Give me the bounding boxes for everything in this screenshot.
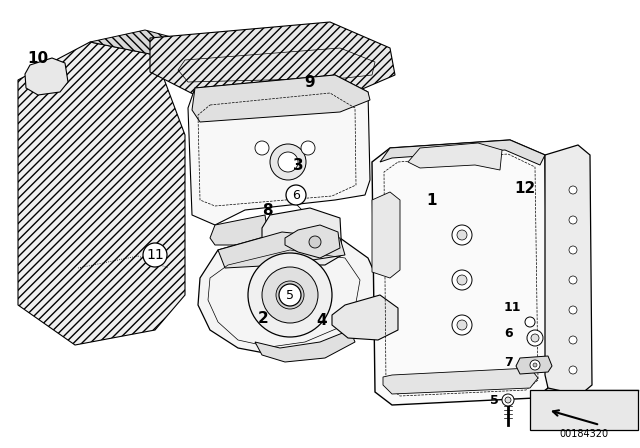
Text: 6: 6 [504, 327, 513, 340]
Polygon shape [408, 143, 502, 170]
Polygon shape [332, 295, 398, 340]
Text: 2: 2 [258, 310, 268, 326]
Text: 3: 3 [292, 158, 303, 172]
Circle shape [569, 246, 577, 254]
Circle shape [457, 320, 467, 330]
Polygon shape [255, 330, 355, 362]
Circle shape [457, 230, 467, 240]
Circle shape [279, 284, 301, 306]
Circle shape [309, 236, 321, 248]
Polygon shape [150, 22, 395, 95]
Polygon shape [372, 140, 548, 405]
Circle shape [457, 275, 467, 285]
Polygon shape [90, 30, 180, 80]
Polygon shape [516, 356, 552, 374]
Polygon shape [530, 390, 638, 430]
Circle shape [278, 152, 298, 172]
Polygon shape [188, 75, 370, 225]
Circle shape [569, 336, 577, 344]
Circle shape [276, 281, 304, 309]
Circle shape [301, 141, 315, 155]
Circle shape [452, 315, 472, 335]
Text: 11: 11 [146, 248, 164, 262]
Polygon shape [18, 42, 185, 345]
Polygon shape [210, 215, 268, 245]
Text: 5: 5 [490, 393, 499, 406]
Text: 00184320: 00184320 [559, 429, 609, 439]
Circle shape [502, 394, 514, 406]
Circle shape [569, 366, 577, 374]
Circle shape [530, 360, 540, 370]
Circle shape [527, 330, 543, 346]
Text: 12: 12 [515, 181, 536, 195]
Polygon shape [218, 232, 345, 268]
Circle shape [262, 267, 318, 323]
Polygon shape [192, 75, 370, 122]
Circle shape [569, 276, 577, 284]
Circle shape [531, 334, 539, 342]
Polygon shape [198, 232, 380, 355]
Circle shape [143, 243, 167, 267]
Circle shape [505, 397, 511, 403]
Text: 9: 9 [305, 74, 316, 90]
Polygon shape [372, 192, 400, 278]
Circle shape [525, 317, 535, 327]
Text: 8: 8 [262, 202, 272, 217]
Circle shape [569, 306, 577, 314]
Text: 7: 7 [504, 356, 513, 369]
Circle shape [248, 253, 332, 337]
Text: 5: 5 [286, 289, 294, 302]
Text: 10: 10 [28, 51, 49, 65]
Text: 1: 1 [427, 193, 437, 207]
Text: 6: 6 [292, 189, 300, 202]
Polygon shape [285, 225, 340, 258]
Circle shape [533, 363, 537, 367]
Circle shape [569, 186, 577, 194]
Polygon shape [380, 140, 545, 165]
Circle shape [452, 270, 472, 290]
Circle shape [255, 141, 269, 155]
Circle shape [452, 225, 472, 245]
Polygon shape [25, 58, 68, 95]
Polygon shape [545, 145, 592, 395]
Polygon shape [262, 208, 342, 265]
Circle shape [569, 216, 577, 224]
Text: 4: 4 [317, 313, 327, 327]
Polygon shape [383, 368, 538, 394]
Circle shape [286, 185, 306, 205]
Circle shape [270, 144, 306, 180]
Text: 11: 11 [504, 301, 522, 314]
